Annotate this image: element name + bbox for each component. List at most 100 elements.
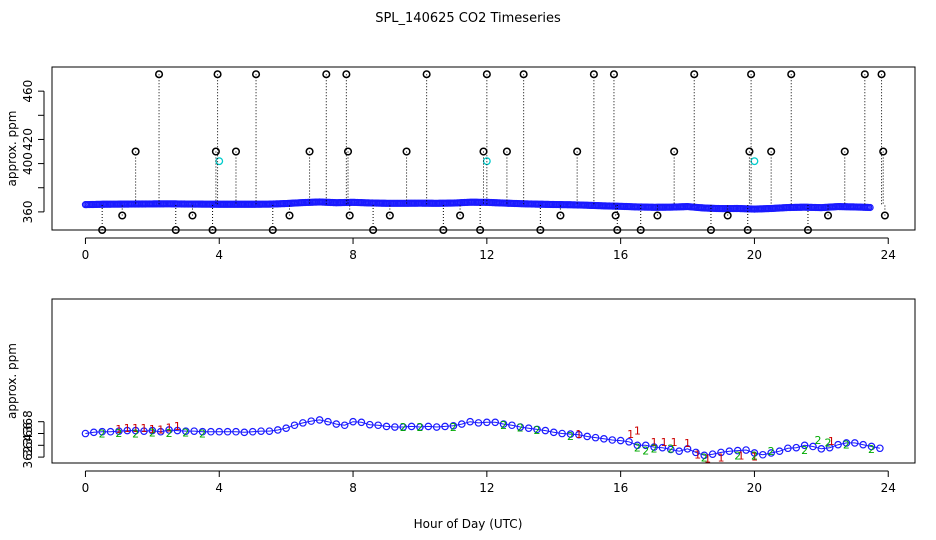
data-point bbox=[608, 436, 617, 444]
data-point bbox=[156, 427, 165, 436]
data-point bbox=[800, 441, 809, 450]
data-point bbox=[416, 423, 424, 431]
data-point bbox=[745, 147, 754, 156]
data-point: 2 bbox=[651, 442, 658, 455]
data-point bbox=[131, 147, 140, 156]
data-point bbox=[476, 225, 485, 235]
data-point bbox=[365, 420, 374, 429]
series-2: 1 1 1 1 1 1 1 11 1 11 1 1 11 1 1 1 11 bbox=[115, 420, 834, 465]
data-point: 2 bbox=[517, 422, 524, 435]
series-line bbox=[85, 419, 881, 456]
data-point bbox=[750, 157, 759, 166]
data-point bbox=[385, 211, 394, 220]
x-axis-label: Hour of Day (UTC) bbox=[414, 517, 523, 531]
data-point bbox=[717, 448, 725, 457]
y-tick-label: 420 bbox=[21, 128, 35, 151]
data-point bbox=[123, 426, 132, 435]
data-point bbox=[759, 450, 767, 459]
x-tick-label: 4 bbox=[215, 481, 223, 495]
x-tick-label: 12 bbox=[479, 248, 494, 262]
x-tick-label: 8 bbox=[349, 248, 357, 262]
data-point: 1 bbox=[149, 423, 156, 436]
data-point: 2 bbox=[814, 434, 821, 447]
data-point: 1 bbox=[627, 428, 634, 441]
data-point bbox=[90, 428, 98, 437]
data-point bbox=[558, 429, 566, 438]
data-point bbox=[98, 225, 107, 235]
data-point bbox=[173, 426, 182, 435]
data-point bbox=[742, 446, 750, 454]
data-point bbox=[391, 423, 399, 431]
data-point bbox=[516, 423, 525, 431]
data-point: 1 bbox=[132, 422, 139, 435]
data-point bbox=[840, 147, 849, 156]
data-point bbox=[723, 211, 732, 220]
data-point bbox=[787, 70, 796, 79]
data-point bbox=[583, 432, 591, 441]
data-point bbox=[692, 448, 700, 457]
y-tick-label: 400 bbox=[21, 152, 35, 175]
data-point bbox=[483, 418, 491, 427]
data-point bbox=[667, 445, 675, 454]
data-point bbox=[611, 211, 620, 220]
data-point: 2 bbox=[450, 421, 457, 434]
data-point: 1 bbox=[828, 435, 835, 448]
data-point: 1 bbox=[575, 428, 582, 441]
data-point bbox=[670, 147, 679, 156]
data-point bbox=[817, 445, 826, 453]
x-tick-label: 0 bbox=[82, 248, 90, 262]
data-point: 1 bbox=[166, 422, 173, 435]
y-tick-label: 360 bbox=[21, 200, 35, 223]
data-point bbox=[290, 421, 299, 430]
data-point bbox=[690, 70, 699, 79]
data-point bbox=[589, 70, 598, 79]
data-point: 2 bbox=[132, 428, 139, 441]
data-point: 2 bbox=[843, 439, 850, 452]
data-point bbox=[859, 440, 867, 449]
y-axis-label: approx. ppm bbox=[5, 111, 19, 187]
x-tick-label: 8 bbox=[349, 481, 357, 495]
data-point: 1 bbox=[738, 449, 745, 462]
data-point bbox=[600, 435, 608, 443]
data-point bbox=[877, 70, 886, 79]
data-point: 1 bbox=[651, 436, 658, 449]
data-point bbox=[519, 70, 528, 79]
series-3 bbox=[98, 70, 889, 235]
x-tick-label: 0 bbox=[82, 481, 90, 495]
data-point bbox=[733, 446, 742, 455]
data-point bbox=[636, 225, 645, 235]
data-point bbox=[215, 427, 224, 436]
data-point bbox=[625, 437, 633, 446]
data-point bbox=[700, 451, 709, 460]
data-point: 2 bbox=[701, 452, 708, 465]
series-1 bbox=[81, 198, 874, 213]
data-point bbox=[653, 211, 662, 220]
data-point bbox=[343, 147, 353, 156]
data-point: 2 bbox=[400, 421, 407, 434]
data-point bbox=[282, 424, 290, 432]
data-point bbox=[575, 430, 583, 439]
data-point bbox=[223, 427, 232, 436]
data-point: 2 bbox=[751, 449, 758, 462]
data-point: 1 bbox=[174, 420, 181, 433]
y-tick-label: 460 bbox=[21, 80, 35, 103]
y-tick-label: 366 bbox=[21, 422, 35, 445]
data-point bbox=[650, 443, 658, 451]
data-point bbox=[825, 443, 834, 452]
data-point bbox=[834, 440, 842, 449]
data-point bbox=[257, 427, 265, 435]
data-point bbox=[879, 147, 888, 156]
data-point bbox=[98, 427, 106, 436]
data-point bbox=[340, 421, 349, 430]
data-point bbox=[265, 427, 274, 435]
data-point bbox=[307, 417, 316, 425]
data-point bbox=[357, 418, 366, 427]
data-point bbox=[743, 225, 752, 235]
data-point bbox=[322, 70, 331, 79]
data-point bbox=[508, 421, 516, 430]
data-point bbox=[171, 225, 180, 235]
data-point: 1 bbox=[694, 449, 701, 462]
data-point: 1 bbox=[124, 422, 131, 435]
x-tick-label: 16 bbox=[613, 248, 628, 262]
